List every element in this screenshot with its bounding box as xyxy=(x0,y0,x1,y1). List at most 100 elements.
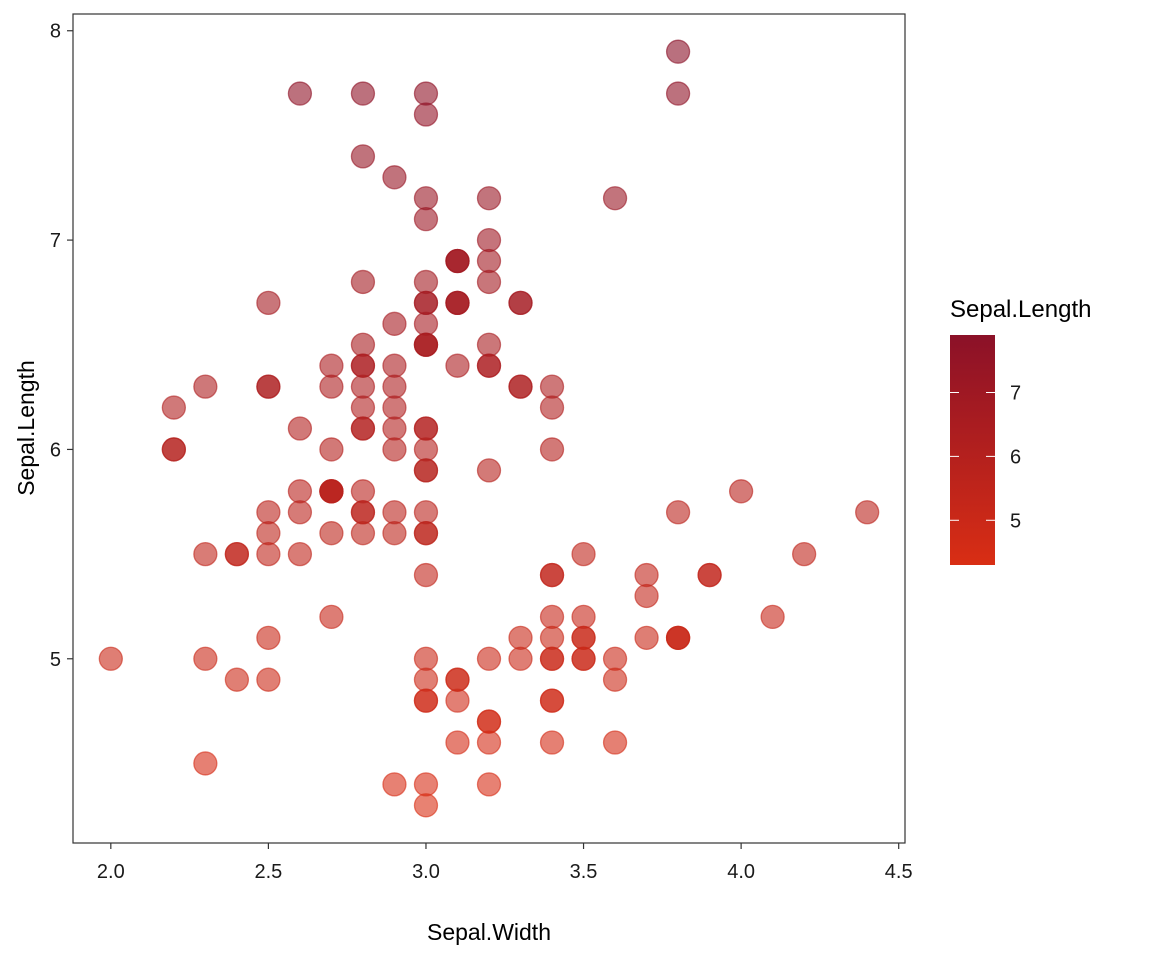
data-point xyxy=(350,332,376,357)
data-point xyxy=(508,374,533,399)
data-point xyxy=(539,688,565,713)
data-point xyxy=(539,625,565,650)
data-point xyxy=(256,667,281,692)
data-point xyxy=(476,269,502,295)
data-point xyxy=(665,625,691,650)
data-point xyxy=(728,479,754,504)
data-point xyxy=(350,521,376,546)
data-point xyxy=(319,353,344,378)
data-point xyxy=(413,416,439,441)
data-point xyxy=(413,562,439,588)
data-point xyxy=(193,374,218,399)
data-point xyxy=(382,500,407,525)
data-point xyxy=(193,541,218,567)
data-point xyxy=(539,374,565,399)
data-point xyxy=(539,646,565,671)
data-point xyxy=(319,437,344,462)
x-tick-label: 4.0 xyxy=(727,861,755,883)
x-tick-label: 2.5 xyxy=(254,861,282,883)
y-tick-label: 6 xyxy=(50,439,61,461)
data-point xyxy=(413,688,439,713)
data-point xyxy=(760,604,785,630)
data-point xyxy=(350,353,376,378)
data-point xyxy=(382,437,407,462)
data-point xyxy=(445,353,470,378)
data-point xyxy=(476,332,502,357)
data-point xyxy=(445,688,470,713)
data-point xyxy=(634,583,659,609)
data-point xyxy=(350,479,376,504)
data-point xyxy=(287,81,313,106)
y-tick-label: 7 xyxy=(50,230,61,252)
data-point xyxy=(539,730,565,755)
data-point xyxy=(508,290,533,316)
data-point xyxy=(382,374,407,399)
data-point xyxy=(287,479,313,504)
legend-colorbar xyxy=(950,335,995,565)
data-point xyxy=(602,730,628,755)
data-point xyxy=(413,81,439,106)
data-point xyxy=(476,458,502,483)
data-point xyxy=(413,269,439,295)
data-point xyxy=(382,395,407,420)
legend-tick-label: 5 xyxy=(1010,510,1021,532)
data-point xyxy=(256,625,281,650)
data-point xyxy=(697,562,722,588)
data-point xyxy=(445,667,470,692)
data-point xyxy=(476,248,502,274)
data-point xyxy=(161,437,187,462)
data-point xyxy=(539,395,565,420)
data-point xyxy=(256,521,281,546)
data-point xyxy=(413,186,439,211)
data-point xyxy=(413,500,439,525)
data-point xyxy=(287,541,313,567)
y-axis-title: Sepal.Length xyxy=(13,360,39,496)
data-point xyxy=(476,227,502,253)
data-point xyxy=(382,521,407,546)
data-point xyxy=(476,709,502,734)
data-point xyxy=(350,416,376,441)
data-point xyxy=(256,541,281,567)
data-point xyxy=(539,437,565,462)
data-point xyxy=(571,625,596,650)
data-point xyxy=(602,186,628,211)
x-tick-label: 3.0 xyxy=(412,861,440,883)
data-point xyxy=(319,479,344,504)
data-point xyxy=(224,667,250,692)
data-point xyxy=(571,646,596,671)
data-point xyxy=(382,353,407,378)
data-point xyxy=(476,353,502,378)
data-point xyxy=(634,625,659,650)
data-point xyxy=(350,144,376,169)
data-point xyxy=(413,772,439,797)
data-point xyxy=(413,207,439,232)
data-point xyxy=(350,269,376,295)
data-point xyxy=(287,500,313,525)
data-point xyxy=(413,437,439,462)
data-point xyxy=(382,311,407,336)
data-point xyxy=(413,332,439,357)
data-point xyxy=(256,500,281,525)
data-point xyxy=(476,730,502,755)
data-point xyxy=(665,81,691,106)
data-point xyxy=(445,730,470,755)
data-point xyxy=(350,395,376,420)
data-point xyxy=(256,290,281,316)
legend-tick-label: 7 xyxy=(1010,383,1021,405)
data-point xyxy=(634,562,659,588)
data-point xyxy=(855,500,880,525)
data-point xyxy=(445,290,470,316)
data-point xyxy=(287,416,313,441)
x-tick-label: 3.5 xyxy=(570,861,598,883)
plot-background xyxy=(73,14,905,843)
data-point xyxy=(508,646,533,671)
data-point xyxy=(256,374,281,399)
data-point xyxy=(476,186,502,211)
data-point xyxy=(445,248,470,274)
data-point xyxy=(413,667,439,692)
data-point xyxy=(508,625,533,650)
data-point xyxy=(539,562,565,588)
data-point xyxy=(476,772,502,797)
data-point xyxy=(602,667,628,692)
